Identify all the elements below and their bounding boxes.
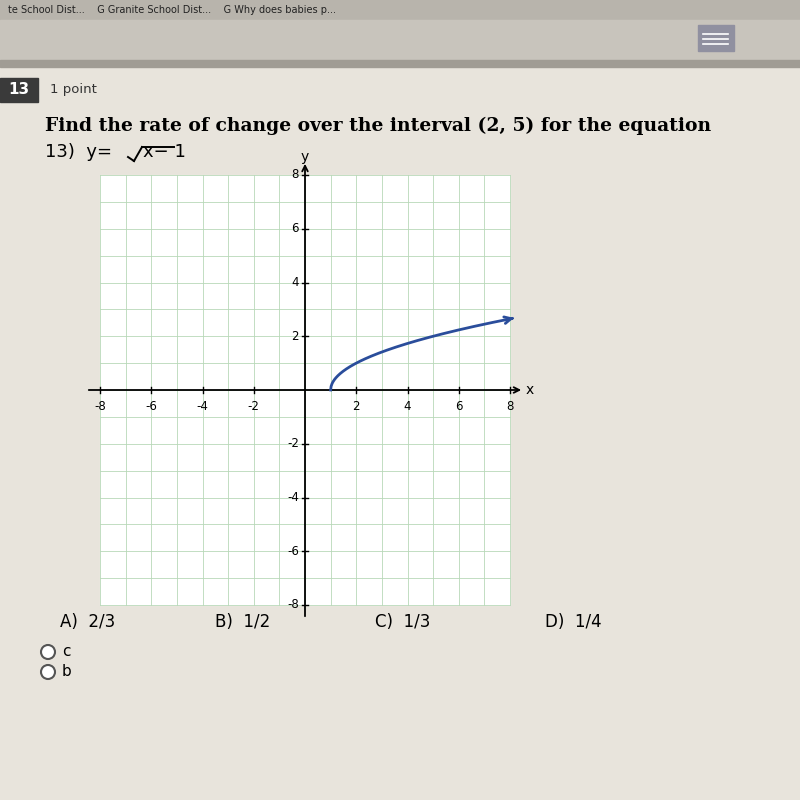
Text: c: c [62,645,70,659]
Circle shape [41,665,55,679]
Bar [0,20,800,60]
Text: 2: 2 [291,330,299,342]
Text: -6: -6 [287,545,299,558]
Text: -2: -2 [287,438,299,450]
Bar [0,78,38,102]
Circle shape [41,645,55,659]
Text: 8: 8 [292,169,299,182]
Text: -6: -6 [146,400,157,413]
Text: b: b [62,665,72,679]
Text: -2: -2 [248,400,260,413]
Bar [100,175,510,605]
Text: x: x [526,383,534,397]
Text: 6: 6 [291,222,299,235]
Text: 4: 4 [291,276,299,289]
Text: -8: -8 [287,598,299,611]
Text: 2: 2 [353,400,360,413]
Text: 13: 13 [9,82,30,98]
Text: -8: -8 [94,400,106,413]
Text: te School Dist...    G Granite School Dist...    G Why does babies p...: te School Dist... G Granite School Dist.… [8,5,336,15]
Text: B)  1/2: B) 1/2 [215,613,270,631]
Text: x− 1: x− 1 [143,143,186,161]
Text: 13)  y=: 13) y= [45,143,112,161]
Text: 8: 8 [506,400,514,413]
Text: 6: 6 [455,400,462,413]
Text: y: y [301,150,309,164]
Text: 4: 4 [404,400,411,413]
Text: -4: -4 [287,491,299,504]
Bar [698,25,734,51]
Bar [0,60,800,67]
Text: Find the rate of change over the interval (2, 5) for the equation: Find the rate of change over the interva… [45,117,711,135]
Text: 1 point: 1 point [50,83,97,97]
Bar [0,0,800,20]
Text: A)  2/3: A) 2/3 [60,613,115,631]
Text: D)  1/4: D) 1/4 [545,613,602,631]
Text: C)  1/3: C) 1/3 [375,613,430,631]
Text: -4: -4 [197,400,209,413]
